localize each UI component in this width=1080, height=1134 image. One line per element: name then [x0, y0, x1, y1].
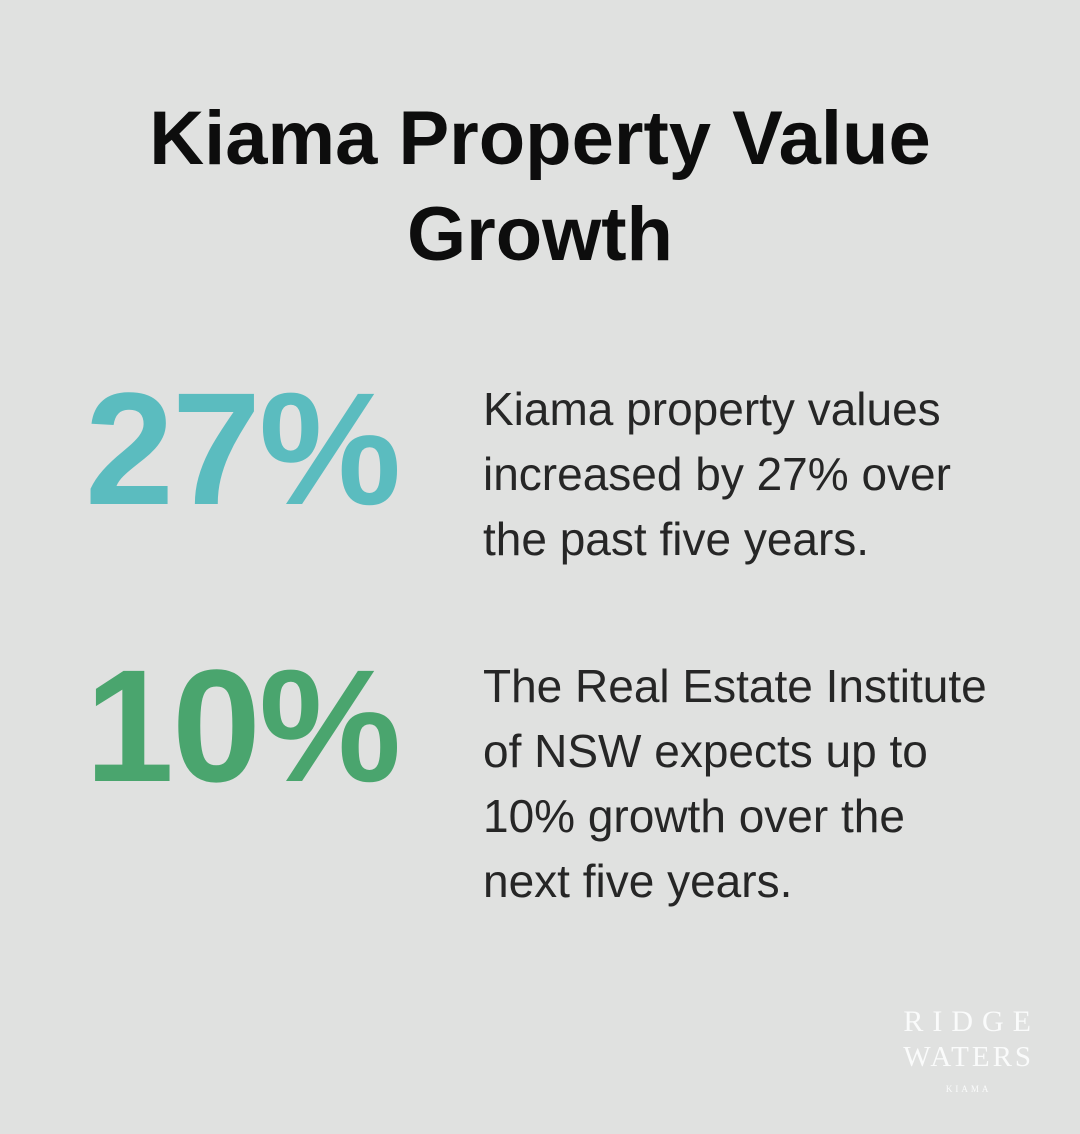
stat-row-forecast-growth: 10% The Real Estate Institute of NSW exp… — [85, 636, 1080, 914]
brand-logo: RIDGE WATERS KIAMA — [894, 1005, 1040, 1095]
page-title: Kiama Property Value Growth — [149, 96, 931, 277]
logo-waters-text: WATERS — [903, 1041, 1035, 1073]
stat-row-past-growth: 27% Kiama property values increased by 2… — [85, 359, 1080, 572]
stat-value-27-percent: 27% — [85, 359, 401, 538]
stat-value-10-percent: 10% — [85, 636, 401, 815]
stat-description-past-growth: Kiama property values increased by 27% o… — [483, 383, 951, 565]
stats-list: 27% Kiama property values increased by 2… — [0, 359, 1080, 914]
logo-ridge-text: RIDGE — [903, 1005, 1040, 1038]
logo-kiama-text: KIAMA — [945, 1084, 992, 1094]
stat-description-forecast-growth: The Real Estate Institute of NSW expects… — [483, 660, 987, 907]
